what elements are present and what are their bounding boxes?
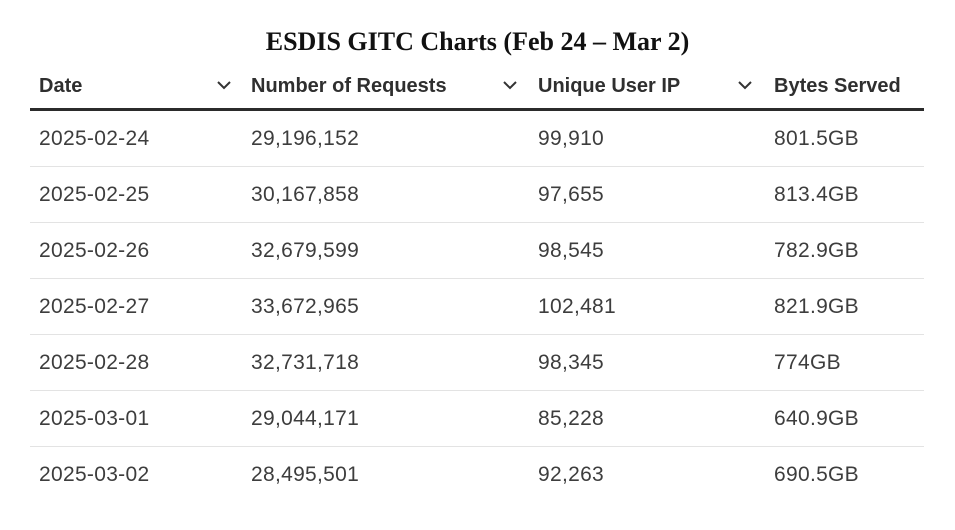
cell-unique-ip: 92,263 [538,462,605,486]
cell-bytes: 821.9GB [774,294,859,318]
cell-date: 2025-02-24 [39,126,150,150]
cell-bytes: 813.4GB [774,182,859,206]
cell-requests: 32,679,599 [251,238,360,262]
chevron-down-icon[interactable] [736,76,754,94]
cell-bytes: 801.5GB [774,126,859,150]
cell-unique-ip: 102,481 [538,294,617,318]
cell-date: 2025-02-25 [39,182,150,206]
cell-requests: 32,731,718 [251,350,360,374]
cell-date: 2025-02-28 [39,350,150,374]
cell-requests: 33,672,965 [251,294,360,318]
cell-unique-ip: 98,545 [538,238,605,262]
page-title: ESDIS GITC Charts (Feb 24 – Mar 2) [265,27,690,56]
cell-date: 2025-02-26 [39,238,150,262]
cell-unique-ip: 85,228 [538,406,605,430]
cell-requests: 30,167,858 [251,182,360,206]
table-row: 2025-02-26 32,679,599 98,545 782.9GB [30,223,924,279]
table-row: 2025-02-24 29,196,152 99,910 801.5GB [30,111,924,167]
cell-requests: 29,196,152 [251,126,360,150]
cell-date: 2025-03-01 [39,406,150,430]
cell-requests: 28,495,501 [251,462,360,486]
cell-requests: 29,044,171 [251,406,360,430]
column-header-date[interactable]: Date [39,74,83,97]
cell-unique-ip: 98,345 [538,350,605,374]
column-header-bytes-served[interactable]: Bytes Served [774,74,901,97]
table-row: 2025-02-25 30,167,858 97,655 813.4GB [30,167,924,223]
table-row: 2025-03-01 29,044,171 85,228 640.9GB [30,391,924,447]
column-header-unique-user-ip[interactable]: Unique User IP [538,74,681,97]
chevron-down-icon[interactable] [215,76,233,94]
table-header: Date Number of Requests Unique User IP B… [30,64,924,111]
column-header-number-of-requests[interactable]: Number of Requests [251,74,447,97]
cell-bytes: 640.9GB [774,406,859,430]
cell-unique-ip: 97,655 [538,182,605,206]
cell-bytes: 774GB [774,350,841,374]
table-row: 2025-02-27 33,672,965 102,481 821.9GB [30,279,924,335]
table-row: 2025-03-02 28,495,501 92,263 690.5GB [30,447,924,502]
cell-bytes: 782.9GB [774,238,859,262]
chevron-down-icon[interactable] [501,76,519,94]
table-row: 2025-02-28 32,731,718 98,345 774GB [30,335,924,391]
cell-date: 2025-03-02 [39,462,150,486]
cell-date: 2025-02-27 [39,294,150,318]
data-table: Date Number of Requests Unique User IP B… [30,64,924,502]
cell-unique-ip: 99,910 [538,126,605,150]
cell-bytes: 690.5GB [774,462,859,486]
